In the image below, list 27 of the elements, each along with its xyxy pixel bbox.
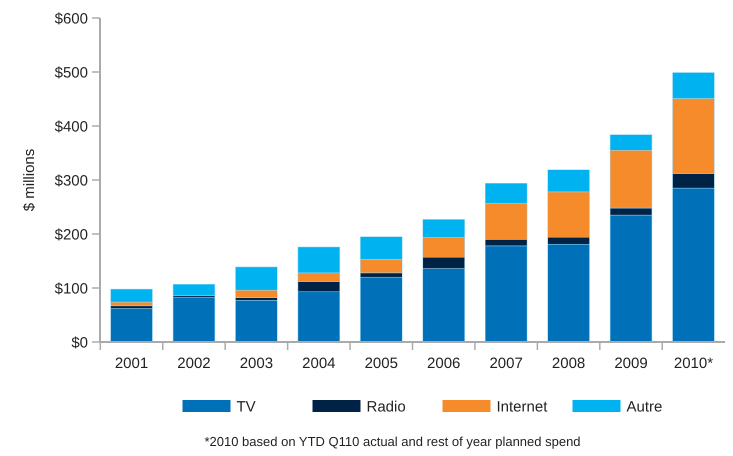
- legend-label: Internet: [496, 398, 548, 416]
- legend-label: Radio: [366, 398, 406, 416]
- x-tick-label: 2008: [552, 355, 586, 372]
- y-tick-label: $300: [54, 172, 88, 190]
- x-tick-label: 2009: [614, 355, 648, 372]
- x-tick-label: 2001: [114, 355, 148, 372]
- y-tick-label: $100: [54, 280, 88, 298]
- text: *2010 based on YTD Q110 actual and rest of year planned spend: [204, 434, 581, 449]
- y-tick-label: $400: [54, 118, 88, 136]
- bar: [110, 308, 153, 342]
- x-tick-label: 2004: [302, 355, 336, 372]
- x-tick-label: 2002: [177, 355, 211, 372]
- x-tick-label: 2006: [427, 355, 460, 372]
- y-tick-label: $500: [54, 64, 88, 82]
- bar: [110, 288, 153, 302]
- bar: [235, 300, 278, 342]
- legend-label: TV: [236, 398, 256, 416]
- y-tick-label: $600: [54, 10, 88, 28]
- legend-label: Autre: [626, 398, 662, 416]
- y-axis-title: $ millions: [21, 148, 38, 212]
- bar: [360, 276, 402, 342]
- x-tick-label: 2010*: [674, 355, 714, 372]
- x-tick-label: 2003: [240, 355, 274, 372]
- y-tick-label: $200: [54, 226, 88, 244]
- x-tick-label: 2005: [364, 355, 398, 372]
- x-tick-label: 2007: [489, 355, 523, 372]
- y-tick-label: $0: [71, 334, 88, 352]
